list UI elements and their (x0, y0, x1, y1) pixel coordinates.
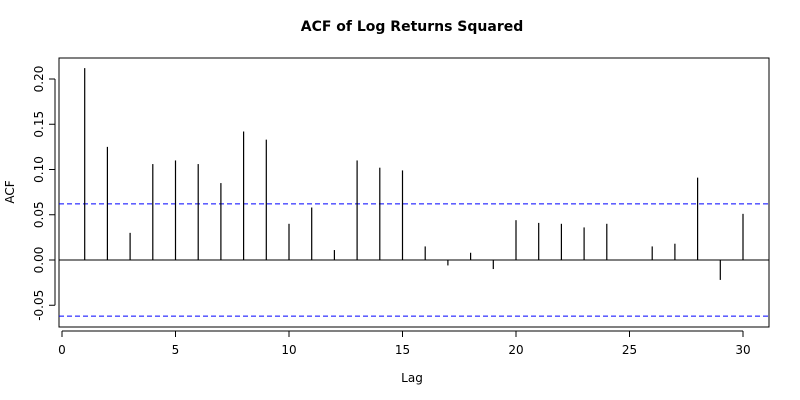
x-tick-label: 10 (281, 343, 296, 357)
confidence-bounds (59, 203, 769, 317)
x-axis-label: Lag (401, 371, 423, 385)
y-tick-label: -0.05 (32, 290, 46, 321)
x-tick-label: 5 (172, 343, 180, 357)
x-tick-label: 20 (508, 343, 523, 357)
x-axis: 0 5 10 15 20 25 30 (58, 330, 751, 357)
y-axis: -0.05 0.00 0.05 0.10 0.15 0.20 (32, 66, 56, 321)
acf-stems (84, 68, 744, 280)
y-axis-label: ACF (3, 180, 17, 203)
plot-frame (58, 57, 770, 328)
y-tick-label: 0.10 (32, 156, 46, 183)
chart-title: ACF of Log Returns Squared (301, 19, 524, 35)
x-tick-label: 0 (58, 343, 66, 357)
x-tick-label: 15 (395, 343, 410, 357)
y-tick-label: 0.20 (32, 66, 46, 93)
y-tick-label: 0.00 (32, 247, 46, 274)
y-tick-label: 0.15 (32, 111, 46, 138)
x-tick-label: 30 (735, 343, 750, 357)
y-tick-label: 0.05 (32, 201, 46, 228)
x-tick-label: 25 (622, 343, 637, 357)
